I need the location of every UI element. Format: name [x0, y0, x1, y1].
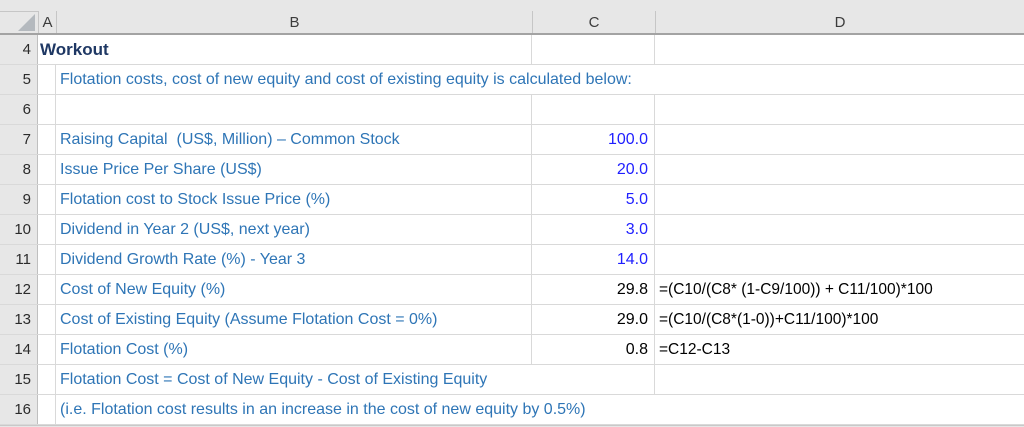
row-header-7[interactable]: 7 [0, 125, 38, 154]
cell-b6[interactable] [56, 95, 532, 124]
cell-b14[interactable]: Flotation Cost (%) [56, 335, 532, 364]
cell-b16[interactable]: (i.e. Flotation cost results in an incre… [60, 400, 586, 418]
cell-a13[interactable] [38, 305, 56, 334]
cell-d15[interactable] [655, 365, 1024, 394]
cell-a10[interactable] [38, 215, 56, 244]
cell-b5[interactable]: Flotation costs, cost of new equity and … [60, 70, 632, 88]
row-header-13[interactable]: 13 [0, 305, 38, 334]
row-header-10[interactable]: 10 [0, 215, 38, 244]
cell-a16[interactable] [38, 395, 56, 424]
cell-c8[interactable]: 20.0 [532, 155, 655, 184]
cell-b7[interactable]: Raising Capital (US$, Million) – Common … [56, 125, 532, 154]
cell-c13[interactable]: 29.0 [532, 305, 655, 334]
row-header-9[interactable]: 9 [0, 185, 38, 214]
select-all-button[interactable] [0, 11, 38, 33]
sheet-row-14: 14 Flotation Cost (%) 0.8 =C12-C13 [0, 335, 1024, 365]
row-header-16[interactable]: 16 [0, 395, 38, 424]
column-header-a[interactable]: A [38, 11, 56, 33]
cell-d8[interactable] [655, 155, 1024, 184]
cell-b15[interactable]: Flotation Cost = Cost of New Equity - Co… [56, 365, 655, 394]
row-header-4[interactable]: 4 [0, 35, 38, 64]
cell-c6[interactable] [532, 95, 655, 124]
column-header-band: A B C D [0, 0, 1024, 35]
cell-a15[interactable] [38, 365, 56, 394]
cell-d7[interactable] [655, 125, 1024, 154]
cell-d10[interactable] [655, 215, 1024, 244]
cell-d12[interactable]: =(C10/(C8* (1-C9/100)) + C11/100)*100 [659, 280, 933, 298]
cell-a11[interactable] [38, 245, 56, 274]
cell-a12[interactable] [38, 275, 56, 304]
cell-a14[interactable] [38, 335, 56, 364]
column-header-b[interactable]: B [56, 11, 532, 33]
column-header-d[interactable]: D [655, 11, 1024, 33]
cell-d13[interactable]: =(C10/(C8*(1-0))+C11/100)*100 [659, 310, 879, 328]
cell-c12[interactable]: 29.8 [532, 275, 655, 304]
cell-c11[interactable]: 14.0 [532, 245, 655, 274]
cell-c4[interactable] [532, 35, 655, 64]
cell-b13[interactable]: Cost of Existing Equity (Assume Flotatio… [56, 305, 532, 334]
row-header-14[interactable]: 14 [0, 335, 38, 364]
cell-c9[interactable]: 5.0 [532, 185, 655, 214]
sheet-row-16: 16 (i.e. Flotation cost results in an in… [0, 395, 1024, 425]
cell-a9[interactable] [38, 185, 56, 214]
cell-c7[interactable]: 100.0 [532, 125, 655, 154]
sheet-row-15: 15 Flotation Cost = Cost of New Equity -… [0, 365, 1024, 395]
cell-b10[interactable]: Dividend in Year 2 (US$, next year) [56, 215, 532, 244]
sheet-row-7: 7 Raising Capital (US$, Million) – Commo… [0, 125, 1024, 155]
cell-d14[interactable]: =C12-C13 [659, 340, 731, 358]
row-header-6[interactable]: 6 [0, 95, 38, 124]
sheet-row-12: 12 Cost of New Equity (%) 29.8 =(C10/(C8… [0, 275, 1024, 305]
cell-a5[interactable] [38, 65, 56, 94]
column-header-c[interactable]: C [532, 11, 655, 33]
cell-c10[interactable]: 3.0 [532, 215, 655, 244]
sheet-row-4: 4 Workout [0, 35, 1024, 65]
row-header-8[interactable]: 8 [0, 155, 38, 184]
sheet-row-10: 10 Dividend in Year 2 (US$, next year) 3… [0, 215, 1024, 245]
cell-d11[interactable] [655, 245, 1024, 274]
cell-a6[interactable] [38, 95, 56, 124]
sheet-row-9: 9 Flotation cost to Stock Issue Price (%… [0, 185, 1024, 215]
sheet-row-13: 13 Cost of Existing Equity (Assume Flota… [0, 305, 1024, 335]
cell-d4[interactable] [655, 35, 1024, 64]
cell-a4[interactable]: Workout [38, 35, 532, 64]
sheet-row-11: 11 Dividend Growth Rate (%) - Year 3 14.… [0, 245, 1024, 275]
row-header-11[interactable]: 11 [0, 245, 38, 274]
row-header-12[interactable]: 12 [0, 275, 38, 304]
cell-b8[interactable]: Issue Price Per Share (US$) [56, 155, 532, 184]
row-header-5[interactable]: 5 [0, 65, 38, 94]
row-header-15[interactable]: 15 [0, 365, 38, 394]
cell-d6[interactable] [655, 95, 1024, 124]
cell-d9[interactable] [655, 185, 1024, 214]
cell-b11[interactable]: Dividend Growth Rate (%) - Year 3 [56, 245, 532, 274]
cell-b12[interactable]: Cost of New Equity (%) [56, 275, 532, 304]
sheet-row-8: 8 Issue Price Per Share (US$) 20.0 [0, 155, 1024, 185]
partial-next-row-strip [0, 425, 1024, 427]
select-all-triangle-icon [18, 14, 35, 31]
cell-c14[interactable]: 0.8 [532, 335, 655, 364]
cell-b9[interactable]: Flotation cost to Stock Issue Price (%) [56, 185, 532, 214]
cell-a7[interactable] [38, 125, 56, 154]
sheet-row-6: 6 [0, 95, 1024, 125]
cell-a8[interactable] [38, 155, 56, 184]
sheet-row-5: 5 Flotation costs, cost of new equity an… [0, 65, 1024, 95]
